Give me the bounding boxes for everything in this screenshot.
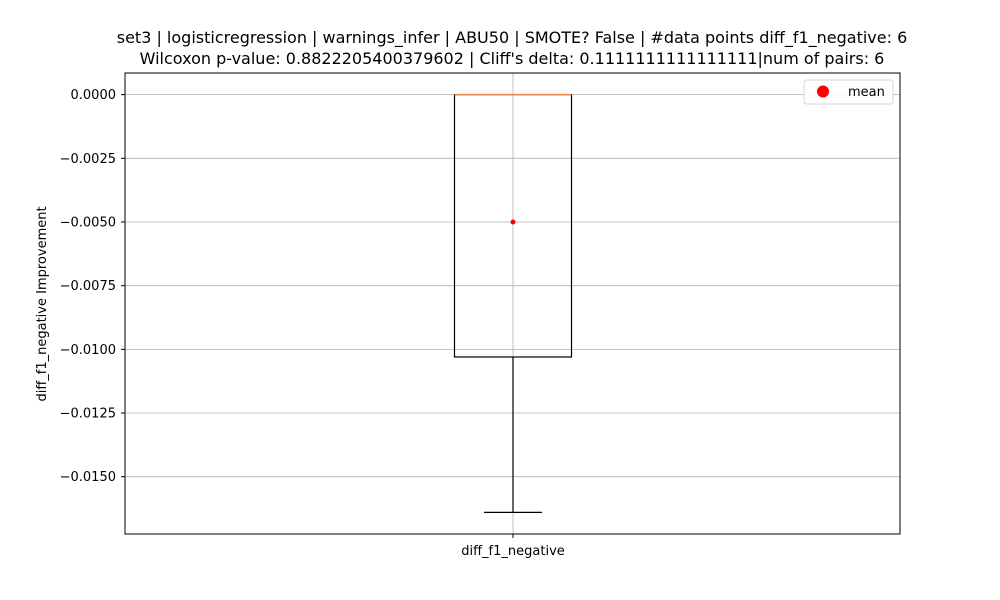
y-axis-label: diff_f1_negative Improvement xyxy=(35,206,50,401)
y-tick-label: −0.0050 xyxy=(60,215,116,230)
chart-title-line-1: set3 | logisticregression | warnings_inf… xyxy=(117,28,908,48)
legend: mean xyxy=(803,79,894,105)
y-tick-label: 0.0000 xyxy=(71,88,117,103)
plot-area xyxy=(453,93,573,513)
legend-frame xyxy=(803,79,894,105)
mean-marker xyxy=(510,219,516,225)
y-tick-label: −0.0125 xyxy=(60,407,116,422)
legend-mean-label: mean xyxy=(848,85,885,100)
legend-mean-marker xyxy=(817,85,829,98)
chart-title-line-2: Wilcoxon p-value: 0.8822205400379602 | C… xyxy=(140,49,885,68)
axes: 0.0000 −0.0025 −0.0050 −0.0075 −0.0100 −0.012… xyxy=(60,72,901,559)
y-tick-label: −0.0100 xyxy=(60,343,116,358)
y-tick-label: −0.0150 xyxy=(60,470,116,485)
y-tick-label: −0.0025 xyxy=(60,152,116,167)
x-tick-label: diff_f1_negative xyxy=(461,544,565,559)
y-tick-label: −0.0075 xyxy=(60,279,116,294)
